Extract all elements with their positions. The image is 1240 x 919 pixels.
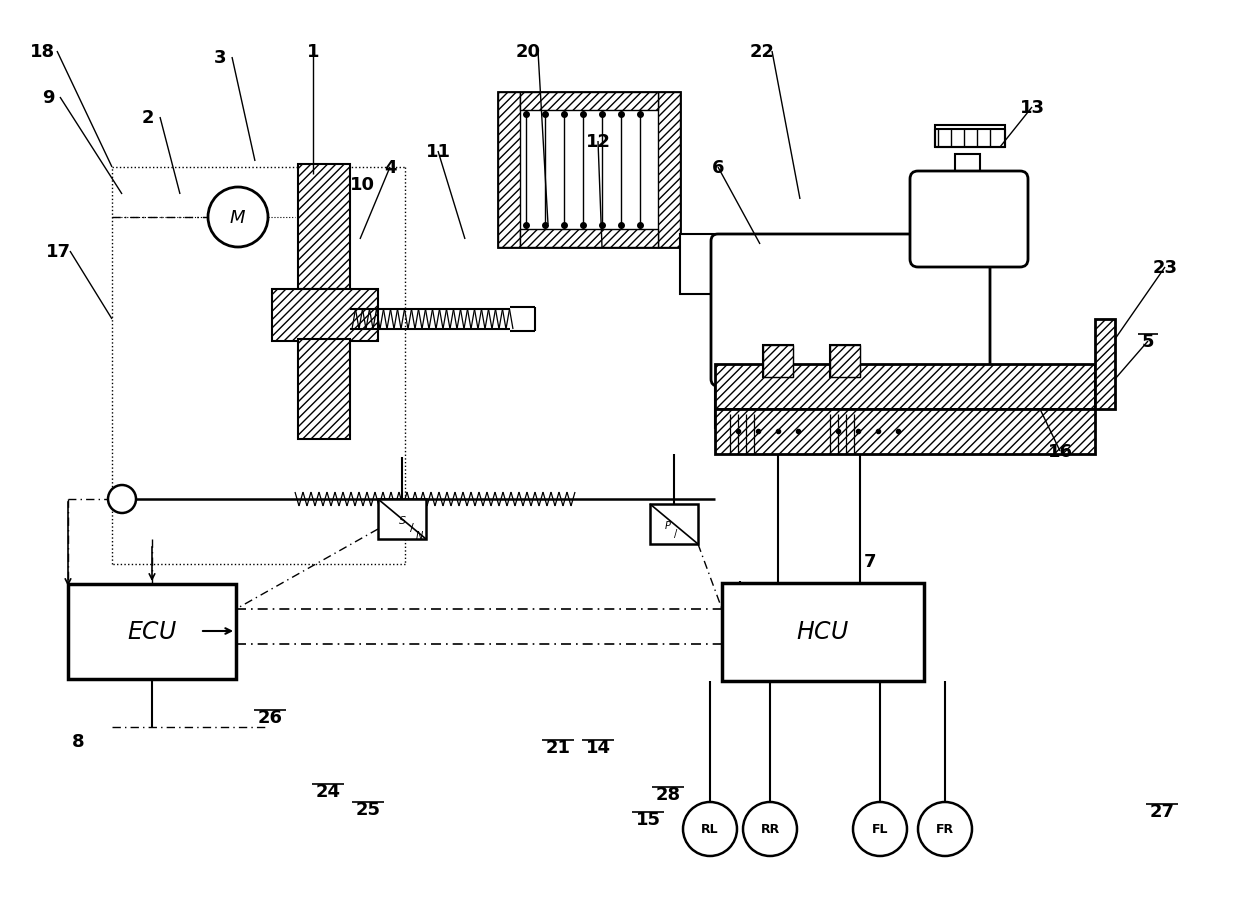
- Text: 25: 25: [356, 800, 381, 818]
- Text: RR: RR: [760, 823, 780, 835]
- Bar: [520, 93, 658, 111]
- Text: 20: 20: [516, 43, 541, 61]
- Text: 2: 2: [141, 108, 154, 127]
- Text: 16: 16: [1048, 443, 1073, 460]
- Text: 24: 24: [315, 782, 341, 800]
- Text: 26: 26: [258, 709, 283, 726]
- Bar: [722, 584, 924, 681]
- Text: $N$: $N$: [415, 528, 424, 540]
- Text: $S$: $S$: [398, 514, 407, 526]
- Text: 23: 23: [1152, 259, 1178, 277]
- Text: 11: 11: [425, 142, 450, 161]
- Circle shape: [743, 802, 797, 857]
- Circle shape: [108, 485, 136, 514]
- Bar: [68, 584, 236, 679]
- Text: 7: 7: [864, 552, 877, 571]
- Text: 22: 22: [749, 43, 775, 61]
- Bar: [498, 93, 520, 248]
- Bar: [715, 410, 1095, 455]
- Text: 14: 14: [585, 738, 610, 756]
- FancyBboxPatch shape: [711, 234, 990, 387]
- Bar: [498, 93, 680, 248]
- Bar: [830, 346, 861, 378]
- Bar: [272, 289, 378, 342]
- Bar: [763, 346, 794, 378]
- Circle shape: [918, 802, 972, 857]
- Bar: [658, 93, 680, 248]
- Text: FL: FL: [872, 823, 888, 835]
- Text: 8: 8: [72, 732, 84, 750]
- Text: 4: 4: [383, 159, 397, 176]
- Bar: [298, 340, 350, 439]
- Text: 27: 27: [1149, 802, 1174, 820]
- Bar: [715, 365, 1095, 410]
- Bar: [763, 346, 794, 378]
- Text: 6: 6: [712, 159, 724, 176]
- Text: 17: 17: [46, 243, 71, 261]
- Bar: [680, 234, 715, 295]
- Text: $ECU$: $ECU$: [126, 619, 177, 643]
- Text: $M$: $M$: [229, 209, 247, 227]
- Bar: [650, 505, 698, 544]
- Circle shape: [208, 187, 268, 248]
- Text: 18: 18: [30, 43, 55, 61]
- Text: $P$: $P$: [665, 518, 672, 530]
- Bar: [1095, 320, 1115, 410]
- Text: 12: 12: [585, 133, 610, 151]
- Text: 1: 1: [306, 43, 319, 61]
- Circle shape: [683, 802, 737, 857]
- Text: 13: 13: [1019, 99, 1044, 117]
- Text: 21: 21: [546, 738, 570, 756]
- Text: 9: 9: [42, 89, 55, 107]
- Text: 15: 15: [636, 811, 661, 828]
- Text: $HCU$: $HCU$: [796, 619, 849, 643]
- FancyBboxPatch shape: [910, 172, 1028, 267]
- Text: RL: RL: [701, 823, 719, 835]
- Bar: [378, 499, 427, 539]
- Text: 28: 28: [656, 785, 681, 803]
- Bar: [298, 165, 350, 289]
- Bar: [830, 346, 861, 378]
- Text: FR: FR: [936, 823, 954, 835]
- Bar: [520, 230, 658, 248]
- Text: /: /: [410, 522, 414, 532]
- Text: /: /: [675, 528, 677, 539]
- Text: 3: 3: [213, 49, 226, 67]
- Text: 5: 5: [1142, 333, 1154, 351]
- Text: 10: 10: [350, 176, 374, 194]
- Bar: [935, 126, 1004, 148]
- Bar: [955, 154, 980, 180]
- Circle shape: [853, 802, 906, 857]
